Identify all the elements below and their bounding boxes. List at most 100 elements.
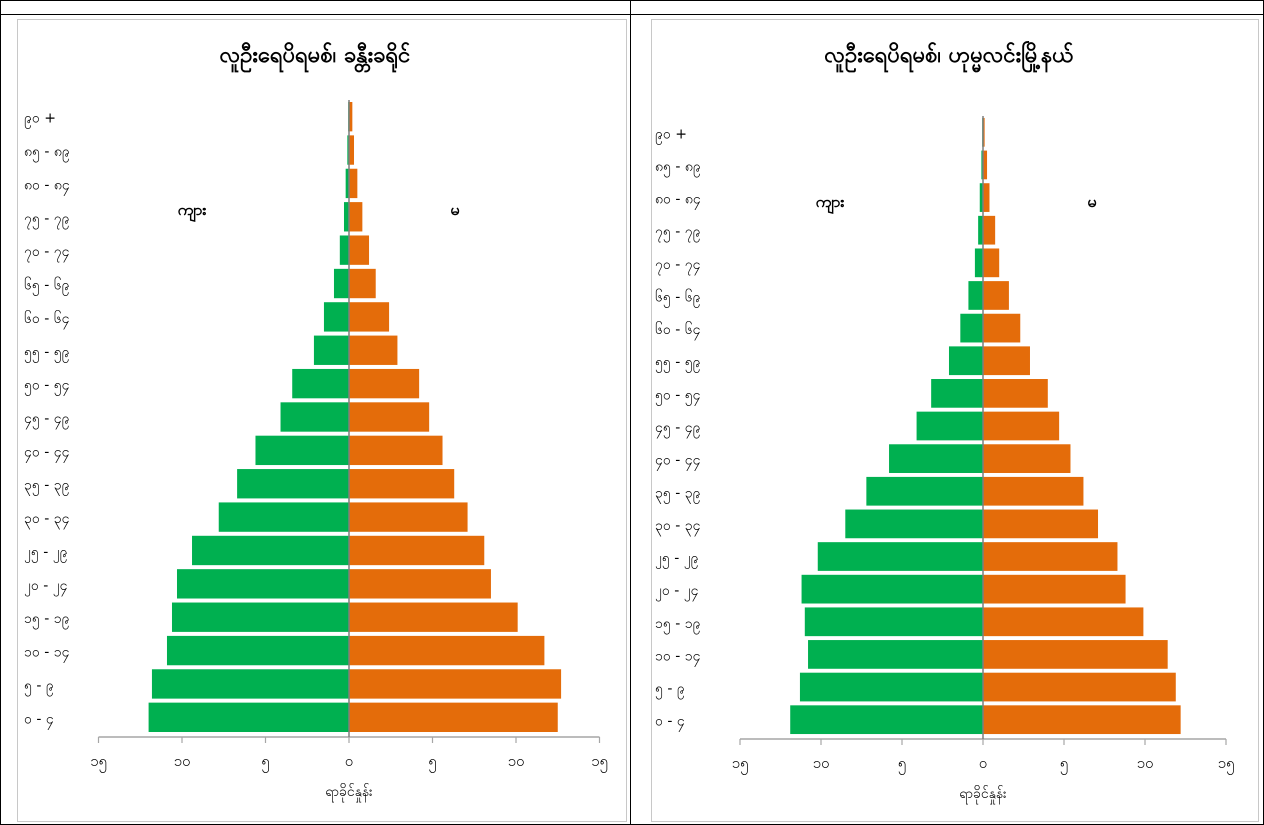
bar-male	[292, 368, 349, 399]
y-category-label: ၄၅ - ၄၉	[24, 411, 70, 429]
bar-male	[808, 640, 983, 669]
bar-male	[323, 302, 349, 332]
bar-male	[237, 469, 349, 499]
y-category-label: ၉၀ +	[655, 126, 687, 144]
bar-male	[974, 248, 983, 278]
bar-male	[978, 215, 983, 245]
y-category-label: ၁၀ - ၁၄	[655, 648, 701, 666]
bar-female	[349, 202, 363, 232]
bar-male	[313, 335, 349, 365]
bar-male	[866, 476, 983, 506]
bar-female	[983, 607, 1144, 637]
bar-female	[983, 346, 1030, 376]
x-tick-label: ၅	[1060, 754, 1068, 775]
y-category-label: ၁၅ - ၁၉	[24, 611, 70, 629]
bar-male	[148, 702, 349, 732]
y-category-label: ၈၀ - ၈၄	[655, 192, 701, 210]
bar-female	[983, 476, 1084, 506]
y-category-label: ၃၅ - ၃၉	[24, 478, 70, 496]
bar-male	[347, 135, 349, 165]
bar-male	[817, 542, 983, 571]
bar-male	[960, 313, 983, 343]
y-category-label: ၅ - ၉	[655, 681, 685, 699]
x-tick-label: ၁၀	[508, 752, 525, 770]
bar-male	[981, 150, 983, 180]
y-category-label: ၇၀ - ၇၄	[24, 244, 70, 262]
bar-female	[983, 705, 1181, 735]
bar-male	[192, 535, 349, 566]
top-rule	[0, 14, 1264, 15]
chart-title: လူဦးရေပိရမစ်၊ ခန္တီးခရိုင်	[220, 41, 411, 73]
bar-male	[889, 444, 983, 473]
bar-male	[176, 569, 349, 599]
y-category-label: ၆၀ - ၆၄	[24, 311, 70, 329]
bar-male	[171, 602, 349, 632]
bar-female	[349, 702, 558, 732]
y-category-label: ၈၅ - ၈၉	[24, 144, 70, 162]
chart-area-left	[17, 19, 627, 822]
x-tick-label: ၀	[979, 754, 987, 772]
bar-female	[983, 183, 990, 212]
x-tick-label: ၁၀	[174, 752, 191, 770]
bar-male	[968, 281, 983, 310]
series-label-female: မ	[1087, 192, 1097, 211]
bar-male	[799, 672, 983, 702]
bar-female	[349, 302, 390, 332]
y-category-label: ၄၅ - ၄၉	[655, 420, 701, 438]
y-category-label: ၃၅ - ၃၉	[655, 485, 701, 503]
y-category-label: ၂၀ - ၂၄	[24, 578, 68, 596]
bar-female	[349, 402, 430, 432]
bar-female	[983, 215, 996, 245]
bar-male	[333, 268, 349, 299]
y-category-label: ၆၅ - ၆၉	[655, 289, 701, 307]
bar-female	[983, 248, 1000, 278]
bar-male	[931, 379, 983, 408]
bar-female	[983, 411, 1060, 441]
y-category-label: ၁၅ - ၁၉	[655, 616, 701, 634]
bar-female	[349, 535, 485, 566]
y-category-label: ၅၀ - ၅၄	[24, 378, 70, 396]
population-pyramid-chart-right: လူဦးရေပိရမစ်၊ ဟုမ္မလင်းမြို့နယ်၁၅ ၁၀ ၅ ၀ ၅ ၁၀…	[655, 40, 1234, 804]
chart-title: လူဦးရေပိရမစ်၊ ဟုမ္မလင်းမြို့နယ်	[824, 40, 1073, 73]
x-tick-label: ၁၅	[591, 752, 608, 773]
x-tick-label: ၀	[345, 752, 353, 770]
bar-female	[349, 435, 443, 466]
y-category-label: ၅၅ - ၅၉	[655, 355, 701, 373]
series-label-male: ကျား	[178, 200, 207, 222]
bar-male	[339, 235, 349, 265]
y-category-label: ၇၅ - ၇၉	[24, 211, 70, 229]
x-axis-title: ရာခိုင်နှုန်း	[325, 784, 373, 802]
population-pyramid-chart-left: လူဦးရေပိရမစ်၊ ခန္တီးခရိုင်၁၅ ၁၀ ၅ ၀ ၅ ၁၀ ၁၅ရာခ…	[24, 41, 608, 802]
bar-male	[255, 435, 349, 466]
bar-female	[349, 569, 491, 599]
bar-male	[280, 402, 349, 432]
y-category-label: ၉၀ +	[24, 111, 56, 129]
bar-female	[349, 268, 376, 299]
y-category-label: ၆၀ - ၆၄	[655, 322, 701, 340]
y-category-label: ၆၅ - ၆၉	[24, 278, 70, 296]
y-category-label: ၇၅ - ၇၉	[655, 224, 701, 242]
bar-female	[349, 469, 455, 499]
bar-female	[983, 574, 1126, 604]
x-tick-label: ၅	[261, 752, 269, 773]
bar-female	[349, 602, 518, 632]
bar-male	[218, 502, 349, 532]
bar-female	[983, 672, 1176, 702]
y-category-label: ၈၀ - ၈၄	[24, 177, 70, 195]
bar-male	[916, 411, 983, 441]
y-category-label: ၀ - ၄	[655, 714, 685, 732]
bar-female	[983, 444, 1071, 473]
y-category-label: ၁၀ - ၁၄	[24, 645, 70, 663]
x-tick-label: ၁၀	[1137, 754, 1154, 772]
bar-male	[801, 574, 983, 604]
bar-female	[983, 281, 1009, 310]
x-tick-label: ၅	[428, 752, 436, 773]
y-category-label: ၄၀ - ၄၄	[655, 453, 701, 471]
chart-area-right	[651, 19, 1259, 822]
x-tick-label: ၁၀	[813, 754, 830, 772]
y-category-label: ၂၀ - ၂၄	[655, 583, 699, 601]
bar-female	[349, 102, 353, 132]
bar-female	[349, 235, 370, 265]
bar-male	[151, 669, 349, 699]
bar-female	[349, 335, 398, 365]
